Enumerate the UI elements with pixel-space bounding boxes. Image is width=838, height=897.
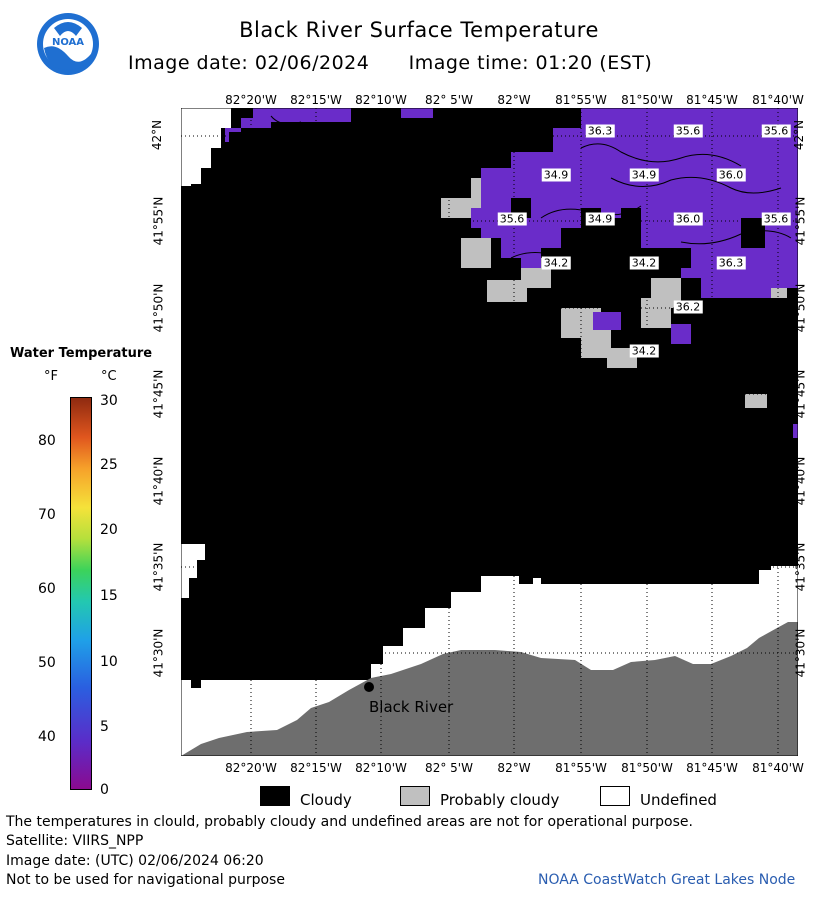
temp-label: 36.3	[716, 256, 746, 270]
logo-text: NOAA	[52, 37, 84, 48]
f-tick: 40	[38, 729, 56, 745]
noaa-logo: NOAA	[37, 13, 99, 75]
page-title: Black River Surface Temperature	[239, 18, 599, 42]
c-tick: 0	[100, 782, 109, 798]
lon-tick-top: 82°10'W	[355, 93, 407, 107]
lat-tick-left: 41°45'N	[151, 369, 166, 419]
nav-warning-text: Not to be used for navigational purpose	[6, 872, 285, 888]
f-tick: 60	[38, 581, 56, 597]
lon-tick-top: 82°20'W	[225, 93, 277, 107]
lon-tick-bottom: 82°W	[497, 761, 531, 775]
lon-tick-bottom: 82°15'W	[290, 761, 342, 775]
lat-tick-left: 41°50'N	[151, 283, 166, 333]
image-date-time: Image date: 02/06/2024 Image time: 01:20…	[128, 52, 652, 74]
lat-tick-right: 41°30'N	[793, 628, 808, 678]
temp-label: 34.9	[585, 212, 615, 226]
lat-tick-right: 41°40'N	[793, 456, 808, 506]
cloudy-swatch	[260, 786, 290, 806]
probably-cloudy-swatch	[400, 786, 430, 806]
lat-tick-left: 42°N	[150, 119, 165, 151]
f-tick: 80	[38, 433, 56, 449]
graticule	[181, 108, 798, 756]
cloudy-label: Cloudy	[300, 791, 352, 809]
lat-tick-right: 41°50'N	[793, 283, 808, 333]
credit-link[interactable]: NOAA CoastWatch Great Lakes Node	[538, 872, 796, 888]
isotherm-lines	[270, 115, 792, 260]
lat-tick-left: 41°35'N	[151, 542, 166, 592]
c-tick: 5	[100, 719, 109, 735]
legend-title: Water Temperature	[10, 346, 153, 361]
c-tick: 25	[100, 457, 118, 473]
c-tick: 20	[100, 522, 118, 538]
temp-label: 34.2	[629, 256, 659, 270]
temp-label: 35.6	[761, 124, 791, 138]
land-area	[181, 622, 798, 756]
c-tick: 10	[100, 654, 118, 670]
color-scale-bar	[70, 397, 92, 790]
lat-tick-left: 41°40'N	[151, 456, 166, 506]
lon-tick-bottom: 81°40'W	[752, 761, 804, 775]
probably-cloudy-label: Probably cloudy	[440, 791, 560, 809]
temp-label: 35.6	[497, 212, 527, 226]
disclaimer-text: The temperatures in clould, probably clo…	[6, 814, 693, 830]
lat-tick-right: 41°55'N	[793, 196, 808, 246]
water-temperature-area-top	[225, 108, 351, 142]
lon-tick-bottom: 81°55'W	[555, 761, 607, 775]
temp-label: 34.2	[541, 256, 571, 270]
c-tick: 15	[100, 588, 118, 604]
image-time-label: Image time: 01:20 (EST)	[408, 52, 653, 74]
lon-tick-top: 81°55'W	[555, 93, 607, 107]
black-river-label: Black River	[369, 698, 454, 716]
lat-tick-right: 42°N	[792, 119, 807, 151]
lon-tick-top: 82° 5'W	[425, 93, 473, 107]
legend-unit-c: °C	[101, 369, 117, 384]
temp-label: 36.3	[585, 124, 615, 138]
lon-tick-top: 81°40'W	[752, 93, 804, 107]
f-tick: 50	[38, 655, 56, 671]
lon-tick-bottom: 81°45'W	[686, 761, 738, 775]
lon-tick-top: 81°45'W	[686, 93, 738, 107]
undefined-label: Undefined	[640, 791, 717, 809]
temp-label: 36.0	[673, 212, 703, 226]
lon-tick-bottom: 82° 5'W	[425, 761, 473, 775]
temp-label: 36.0	[716, 168, 746, 182]
temp-label: 35.6	[673, 124, 703, 138]
lat-tick-right: 41°45'N	[793, 369, 808, 419]
black-river-marker	[364, 682, 374, 692]
lon-tick-bottom: 82°20'W	[225, 761, 277, 775]
temperature-map	[181, 108, 798, 756]
lon-tick-top: 82°15'W	[290, 93, 342, 107]
legend-unit-f: °F	[44, 369, 58, 384]
temp-label: 34.9	[541, 168, 571, 182]
lon-tick-top: 82°W	[497, 93, 531, 107]
utc-date-text: Image date: (UTC) 02/06/2024 06:20	[6, 853, 264, 869]
lon-tick-bottom: 81°50'W	[621, 761, 673, 775]
c-tick: 30	[100, 393, 118, 409]
lat-tick-left: 41°30'N	[151, 628, 166, 678]
temp-label: 34.2	[629, 344, 659, 358]
lat-tick-right: 41°35'N	[793, 542, 808, 592]
temp-label: 34.9	[629, 168, 659, 182]
temp-label: 35.6	[761, 212, 791, 226]
lat-tick-left: 41°55'N	[151, 196, 166, 246]
image-date-label: Image date: 02/06/2024	[128, 52, 370, 74]
satellite-text: Satellite: VIIRS_NPP	[6, 833, 144, 849]
temp-label: 36.2	[673, 300, 703, 314]
undefined-swatch	[600, 786, 630, 806]
lon-tick-bottom: 82°10'W	[355, 761, 407, 775]
f-tick: 70	[38, 507, 56, 523]
lon-tick-top: 81°50'W	[621, 93, 673, 107]
